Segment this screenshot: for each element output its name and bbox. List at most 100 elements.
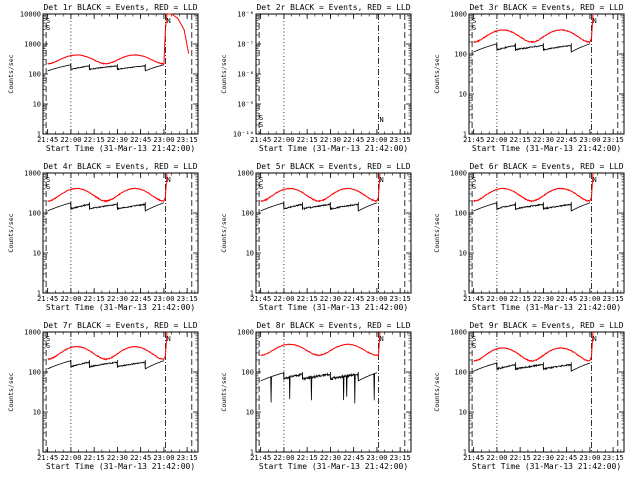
flag-label: N [592,335,596,343]
flag-label: S [259,114,263,122]
x-tick-label: 22:00 [486,454,507,462]
flag-label: S [259,121,263,129]
y-tick-label: 100 [28,210,41,218]
x-tick-label: 22:30 [533,136,554,144]
x-tick-label: 23:00 [579,454,600,462]
y-tick-label: 10 [246,250,254,258]
y-tick-label: 10 [459,250,467,258]
x-tick-label: 22:00 [273,136,294,144]
x-tick-label: 21:45 [463,454,484,462]
panel-det-6: Det 6r BLACK = Events, RED = LLD Start Ti… [433,162,625,312]
y-tick-label: 10 [33,250,41,258]
flag-label: S [472,335,476,343]
panel-title: Det 6r BLACK = Events, RED = LLD [469,162,623,171]
y-tick-label: 10000 [20,11,41,19]
y-tick-label: 1 [250,290,254,298]
events-series [473,362,590,372]
plot-frame [468,331,625,453]
x-tick-label: 22:45 [130,295,151,303]
x-tick-label: 22:00 [60,136,81,144]
x-tick-label: 21:45 [37,295,58,303]
y-tick-label: 10⁻⁷ [237,41,254,49]
x-tick-label: 22:00 [273,454,294,462]
panel-title: Det 5r BLACK = Events, RED = LLD [256,162,410,171]
x-tick-label: 23:00 [366,136,387,144]
panel-title: Det 3r BLACK = Events, RED = LLD [469,3,623,12]
x-tick-label: 21:45 [250,295,271,303]
x-tick-label: 23:00 [153,136,174,144]
plot-frame [42,13,199,135]
x-tick-label: 22:45 [556,295,577,303]
x-tick-label: 22:15 [297,136,318,144]
panel-title: Det 9r BLACK = Events, RED = LLD [469,321,623,330]
flag-label: S [472,24,476,32]
flag-label: S [472,183,476,191]
x-tick-label: 23:00 [153,454,174,462]
x-tick-label: 22:30 [107,295,128,303]
x-tick-label: 22:00 [60,295,81,303]
x-tick-label: 22:30 [533,295,554,303]
y-tick-label: 1000 [237,170,254,178]
x-tick-label: 22:45 [343,454,364,462]
events-series [47,360,164,370]
x-tick-label: 22:00 [273,295,294,303]
panel-det-3: Det 3r BLACK = Events, RED = LLD Start Ti… [433,3,625,153]
y-axis-label: Counts/sec [7,213,15,252]
panel-title: Det 8r BLACK = Events, RED = LLD [256,321,410,330]
events-series [473,43,590,53]
y-tick-label: 100 [241,369,254,377]
flag-label: S [259,183,263,191]
x-tick-label: 22:30 [107,454,128,462]
y-tick-label: 10 [459,409,467,417]
flag-label: S [472,176,476,184]
x-tick-label: 22:45 [130,136,151,144]
y-tick-label: 1000 [24,170,41,178]
x-tick-label: 21:45 [463,136,484,144]
panel-det-5: Det 5r BLACK = Events, RED = LLD Start Ti… [220,162,412,312]
y-axis-label: Counts/sec [220,54,228,93]
y-tick-label: 100 [454,51,467,59]
x-tick-label: 21:45 [463,295,484,303]
y-tick-label: 10 [246,409,254,417]
x-tick-label: 22:15 [297,295,318,303]
x-axis-label: Start Time (31-Mar-13 21:42:00) [472,462,621,471]
y-tick-label: 1000 [24,329,41,337]
x-tick-label: 23:15 [390,454,411,462]
x-tick-label: 22:30 [320,295,341,303]
y-tick-label: 1 [37,290,41,298]
y-tick-label: 10 [33,101,41,109]
y-tick-label: 100 [28,369,41,377]
flag-label: N [166,17,170,25]
panel-det-1: Det 1r BLACK = Events, RED = LLD Start Ti… [7,3,199,153]
x-tick-label: 22:15 [84,295,105,303]
y-tick-label: 100 [454,210,467,218]
x-tick-label: 23:15 [177,136,198,144]
panel-det-8: Det 8r BLACK = Events, RED = LLD Start Ti… [220,321,412,471]
x-tick-label: 22:00 [486,295,507,303]
flag-label: N [166,335,170,343]
x-tick-label: 21:45 [37,454,58,462]
y-tick-label: 1 [463,290,467,298]
x-axis-label: Start Time (31-Mar-13 21:42:00) [259,303,408,312]
y-tick-label: 1000 [24,41,41,49]
y-tick-label: 10⁻¹⁰ [233,131,254,139]
lld-series [260,331,381,358]
y-tick-label: 1 [37,131,41,139]
y-tick-label: 100 [28,71,41,79]
flag-label: S [472,17,476,25]
x-tick-label: 21:45 [250,454,271,462]
x-tick-label: 22:15 [510,136,531,144]
x-axis-label: Start Time (31-Mar-13 21:42:00) [46,144,195,153]
x-axis-label: Start Time (31-Mar-13 21:42:00) [46,303,195,312]
x-tick-label: 22:00 [60,454,81,462]
x-tick-label: 23:15 [603,295,624,303]
y-tick-label: 10⁻⁸ [237,71,254,79]
x-tick-label: 22:15 [84,136,105,144]
x-tick-label: 22:30 [533,454,554,462]
flag-label: N [379,335,383,343]
x-tick-label: 22:30 [320,136,341,144]
flag-label: N [379,116,383,124]
panel-det-7: Det 7r BLACK = Events, RED = LLD Start Ti… [7,321,199,471]
y-axis-label: Counts/sec [220,213,228,252]
